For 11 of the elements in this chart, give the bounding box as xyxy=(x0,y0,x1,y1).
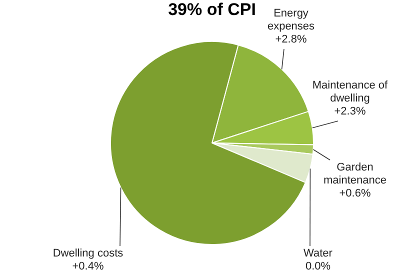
slice-label: Energy expenses xyxy=(267,8,316,33)
slice-label: Water xyxy=(304,248,333,260)
text: +0.6% xyxy=(339,188,371,200)
text: +2.8% xyxy=(275,34,307,46)
text: 0.0% xyxy=(305,260,331,273)
text: +0.4% xyxy=(72,260,104,273)
chart-title: 39% of CPI xyxy=(168,0,256,20)
slice-label: Dwelling costs xyxy=(52,248,124,260)
slice-label: Maintenance of dwelling xyxy=(312,80,389,105)
text: +2.3% xyxy=(334,106,366,118)
slice-label: Garden maintenance xyxy=(324,162,386,187)
